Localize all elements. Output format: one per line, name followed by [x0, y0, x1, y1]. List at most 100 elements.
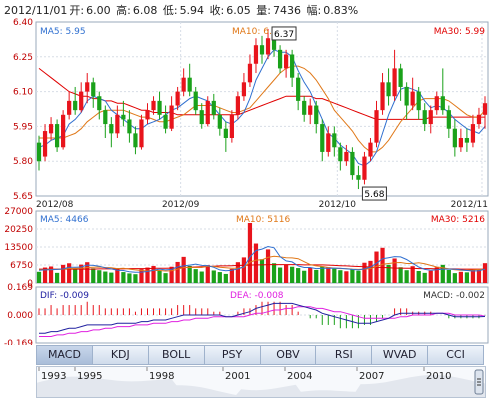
candle-body: [97, 96, 102, 111]
tab-kdj[interactable]: KDJ: [92, 345, 149, 365]
volume-bar: [440, 264, 445, 283]
volume-bar: [458, 271, 463, 283]
year-label: 2004: [287, 371, 312, 382]
candle-body: [187, 77, 192, 92]
candle-body: [452, 128, 457, 148]
volume-bar: [320, 266, 325, 283]
candle-body: [235, 96, 241, 115]
candle-body: [314, 105, 319, 125]
candle-body: [326, 133, 331, 152]
candle-body: [175, 91, 180, 106]
volume-y-tick-label: 6750: [10, 261, 33, 271]
tab-cci[interactable]: CCI: [428, 345, 484, 365]
year-label: 1993: [41, 371, 66, 382]
tab-boll[interactable]: BOLL: [148, 345, 205, 365]
volume-bar: [127, 273, 132, 283]
volume-label: 量:: [256, 4, 271, 17]
volume-bar: [308, 267, 313, 283]
volume-bar: [199, 271, 204, 283]
chart-canvas[interactable]: 6.40 6.25 6.10 5.95 5.80 5.65 MA5: 5.95 MA10: 6…: [0, 0, 493, 345]
volume-bar: [326, 267, 331, 283]
candle-body: [446, 110, 451, 129]
volume-bar: [302, 270, 307, 283]
candle-body: [476, 114, 482, 125]
year-navigator-history: [37, 375, 485, 397]
volume-bar: [482, 263, 488, 283]
volume-bar: [205, 265, 210, 283]
price-high-annotation-box: [271, 26, 297, 41]
candle-body: [169, 105, 174, 129]
volume-bar: [380, 247, 385, 283]
candle-body: [253, 45, 259, 64]
high-value: 6.08: [132, 4, 158, 17]
macd-dea-line: [39, 306, 486, 337]
candle-body: [145, 110, 150, 120]
price-y-tick-label: 6.40: [13, 18, 33, 28]
candle-body: [127, 119, 132, 134]
candle-body: [283, 54, 289, 69]
volume-bar: [169, 266, 174, 283]
volume-bar: [434, 267, 439, 283]
price-y-tick-label: 6.25: [13, 53, 33, 63]
candle-body: [356, 175, 361, 180]
volume-bar: [91, 268, 96, 283]
candle-body: [368, 142, 373, 157]
price-ma5-line: [38, 49, 486, 167]
candle-body: [54, 124, 60, 148]
volume-bar: [109, 272, 114, 283]
indicator-tabs: MACD KDJ BOLL PSY OBV RSI WVAD CCI: [36, 345, 484, 365]
tab-psy[interactable]: PSY: [204, 345, 261, 365]
candle-body: [392, 68, 397, 97]
volume-ma5-line: [38, 245, 486, 273]
candle-body: [115, 114, 120, 134]
candle-body: [241, 82, 247, 97]
volume-bar: [446, 269, 451, 283]
change-value: 0.83%: [323, 4, 359, 17]
tab-obv[interactable]: OBV: [260, 345, 317, 365]
price-y-tick-label: 5.65: [13, 192, 33, 202]
quote-date: 2012/11/01: [4, 4, 68, 17]
volume-bar: [229, 268, 234, 283]
candle-body: [380, 82, 385, 111]
candle-body: [374, 110, 379, 143]
tab-wvad[interactable]: WVAD: [372, 345, 429, 365]
tab-macd[interactable]: MACD: [36, 345, 93, 365]
price-low-annotation: 5.68: [364, 190, 384, 200]
macd-y-tick-label: 0.169: [7, 283, 33, 293]
price-x-tick-label: 2012/09: [162, 200, 200, 210]
volume-bar: [398, 267, 403, 283]
volume-bar: [259, 259, 265, 283]
candle-body: [344, 151, 349, 162]
candle-body: [332, 133, 337, 148]
close-value: 6.05: [226, 4, 251, 17]
candle-body: [362, 156, 367, 180]
volume-bar: [235, 262, 241, 283]
volume-bar: [157, 270, 162, 283]
candle-body: [302, 100, 307, 115]
candle-body: [79, 91, 84, 111]
volume-bar: [314, 269, 319, 283]
volume-bar: [283, 264, 289, 283]
candle-body: [229, 114, 234, 138]
candle-body: [434, 96, 439, 111]
volume-bar: [187, 265, 192, 283]
year-navigator-canvas[interactable]: 1993 1995 1998 2001 2004 2007 2010: [37, 367, 485, 397]
candle-body: [211, 100, 216, 115]
candle-body: [73, 100, 78, 111]
volume-y-tick-label: 20250: [4, 225, 33, 235]
candle-body: [259, 45, 265, 55]
volume-bar: [422, 272, 427, 283]
candle-body: [67, 100, 72, 115]
macd-legend-macd: MACD: -0.002: [423, 291, 485, 301]
volume-bar: [368, 260, 373, 283]
volume-bar: [253, 243, 259, 283]
candle-body: [157, 100, 162, 115]
tab-rsi[interactable]: RSI: [316, 345, 373, 365]
open-value: 6.00: [86, 4, 111, 17]
year-label: 2001: [225, 371, 250, 382]
price-legend-ma30: MA30: 5.99: [434, 27, 486, 37]
volume-bar: [404, 270, 409, 283]
volume-bar: [277, 267, 283, 283]
volume-ma10-line: [39, 255, 485, 272]
year-navigator[interactable]: 1993 1995 1998 2001 2004 2007 2010: [36, 366, 486, 398]
